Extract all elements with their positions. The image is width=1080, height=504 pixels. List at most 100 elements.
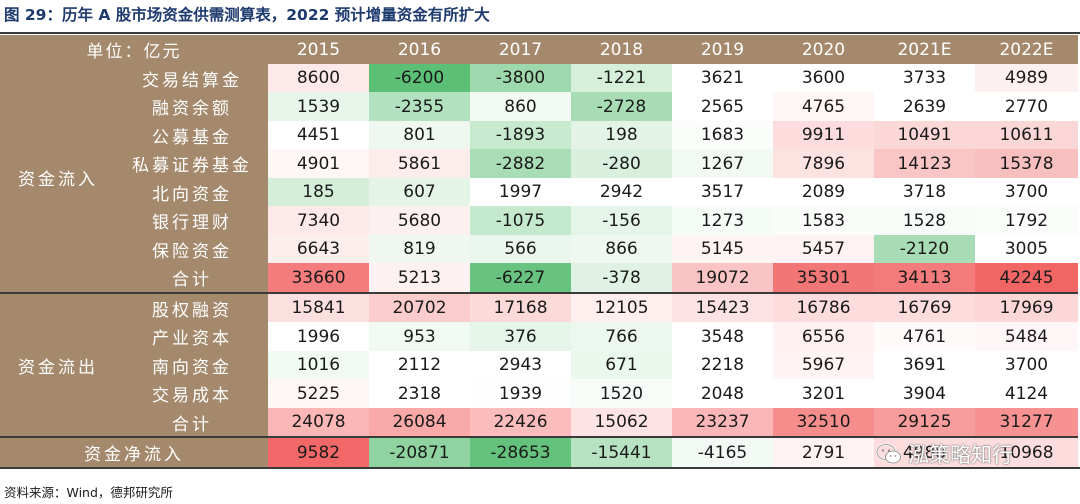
row-label: 南向资金 — [116, 350, 268, 380]
table-cell: 2318 — [369, 379, 470, 408]
year-header: 2015 — [268, 35, 369, 64]
table-cell: 20702 — [369, 292, 470, 323]
table-cell: 2218 — [672, 350, 773, 380]
table-cell: 3733 — [874, 64, 975, 93]
table-cell: 2639 — [874, 92, 975, 121]
table-cell: 33660 — [268, 263, 369, 294]
year-header: 2021E — [874, 35, 975, 64]
row-label: 北向资金 — [116, 177, 268, 207]
net-inflow-label: 资金净流入 — [0, 437, 268, 467]
table-cell: 26084 — [369, 407, 470, 439]
row-label: 股权融资 — [116, 292, 268, 323]
table-cell: 5457 — [773, 234, 874, 264]
table-cell: 5213 — [369, 263, 470, 294]
table-cell: 3621 — [672, 64, 773, 93]
table-cell: -6227 — [470, 263, 571, 294]
table-cell: 3201 — [773, 379, 874, 408]
table-cell: 3700 — [975, 350, 1078, 380]
table-cell: 5145 — [672, 234, 773, 264]
row-label: 合计 — [116, 263, 268, 294]
table-cell: 866 — [571, 234, 672, 264]
table-cell: 3548 — [672, 322, 773, 351]
table-cell: 15423 — [672, 292, 773, 323]
table-cell: 2943 — [470, 350, 571, 380]
table-cell: 22426 — [470, 407, 571, 439]
table-cell: -15441 — [571, 437, 672, 467]
table-cell: 2770 — [975, 92, 1078, 121]
table-cell: 10491 — [874, 120, 975, 150]
table-cell: 9911 — [773, 120, 874, 150]
table-cell: 2089 — [773, 177, 874, 207]
watermark-text: 泓策略知行 — [908, 443, 1013, 467]
table-cell: -28653 — [470, 437, 571, 467]
table-cell: -2120 — [874, 234, 975, 264]
table-cell: 31277 — [975, 407, 1078, 439]
row-label: 保险资金 — [116, 234, 268, 264]
table-row: 保险资金 6643 819 566 866 5145 5457 -2120 3005 — [0, 234, 1078, 264]
year-header: 2022E — [975, 35, 1078, 64]
table-cell: 3904 — [874, 379, 975, 408]
table-cell: 15841 — [268, 292, 369, 323]
table-cell: -6200 — [369, 64, 470, 93]
table-cell: 16786 — [773, 292, 874, 323]
table-cell: 5484 — [975, 322, 1078, 351]
row-label: 合计 — [116, 407, 268, 439]
table-cell: -2355 — [369, 92, 470, 121]
table-cell: 4124 — [975, 379, 1078, 408]
table-cell: 671 — [571, 350, 672, 380]
row-label: 交易结算金 — [116, 64, 268, 93]
table-cell: 566 — [470, 234, 571, 264]
table-cell: 7340 — [268, 206, 369, 235]
row-label: 私募证券基金 — [116, 149, 268, 178]
table-cell: -4165 — [672, 437, 773, 467]
net-inflow-row: 资金净流入 9582 -20871 -28653 -15441 -4165 2791 4988… — [0, 437, 1078, 467]
table-cell: 14123 — [874, 149, 975, 178]
table-cell: -1075 — [470, 206, 571, 235]
table-cell: 2565 — [672, 92, 773, 121]
year-header: 2019 — [672, 35, 773, 64]
table-cell: 23237 — [672, 407, 773, 439]
table-row: 资金流出 股权融资 15841 20702 17168 12105 15423 16786 16… — [0, 292, 1078, 439]
table-row: 公募基金 4451 801 -1893 198 1683 9911 10491 10611 — [0, 120, 1078, 150]
table-cell: 1267 — [672, 149, 773, 178]
table-row: 银行理财 7340 5680 -1075 -156 1273 1583 1528 1792 — [0, 206, 1078, 235]
table-cell: -156 — [571, 206, 672, 235]
table-cell: -20871 — [369, 437, 470, 467]
table-cell: 1683 — [672, 120, 773, 150]
table-cell: 16769 — [874, 292, 975, 323]
table-cell: 3718 — [874, 177, 975, 207]
table-cell: 35301 — [773, 263, 874, 294]
table-cell: 185 — [268, 177, 369, 207]
table-row: 交易成本 5225 2318 1939 1520 2048 3201 3904 4124 — [0, 379, 1078, 408]
table-cell: 10611 — [975, 120, 1078, 150]
table-cell: 1996 — [268, 322, 369, 351]
table-row: 合计 24078 26084 22426 15062 23237 32510 29125 312… — [0, 407, 1078, 439]
table-cell: 10968 — [975, 437, 1078, 467]
table-cell: 801 — [369, 120, 470, 150]
table-cell: 4989 — [975, 64, 1078, 93]
top-rule — [0, 32, 1080, 34]
table-cell: 3600 — [773, 64, 874, 93]
year-header: 2017 — [470, 35, 571, 64]
table-cell: 17969 — [975, 292, 1078, 323]
table-cell: 1016 — [268, 350, 369, 380]
table-cell: 607 — [369, 177, 470, 207]
table-row: 私募证券基金 4901 5861 -2882 -280 1267 7896 14123 1537… — [0, 149, 1078, 178]
table-cell: 5225 — [268, 379, 369, 408]
wechat-icon — [876, 443, 901, 464]
year-header: 2016 — [369, 35, 470, 64]
table-cell: 15378 — [975, 149, 1078, 178]
fund-flow-table: 单位：亿元 2015 2016 2017 2018 2019 2020 2021… — [0, 35, 1078, 467]
table-cell: 3005 — [975, 234, 1078, 264]
table-cell: 6556 — [773, 322, 874, 351]
table-cell: 5861 — [369, 149, 470, 178]
table-cell: 42245 — [975, 263, 1078, 294]
table-cell: -280 — [571, 149, 672, 178]
table-cell: 8600 — [268, 64, 369, 93]
year-header: 2018 — [571, 35, 672, 64]
table-cell: 17168 — [470, 292, 571, 323]
table-cell: 1583 — [773, 206, 874, 235]
table-cell: 2112 — [369, 350, 470, 380]
figure-title: 图 29：历年 A 股市场资金供需测算表，2022 预计增量资金有所扩大 — [4, 6, 490, 24]
table-cell: 4451 — [268, 120, 369, 150]
